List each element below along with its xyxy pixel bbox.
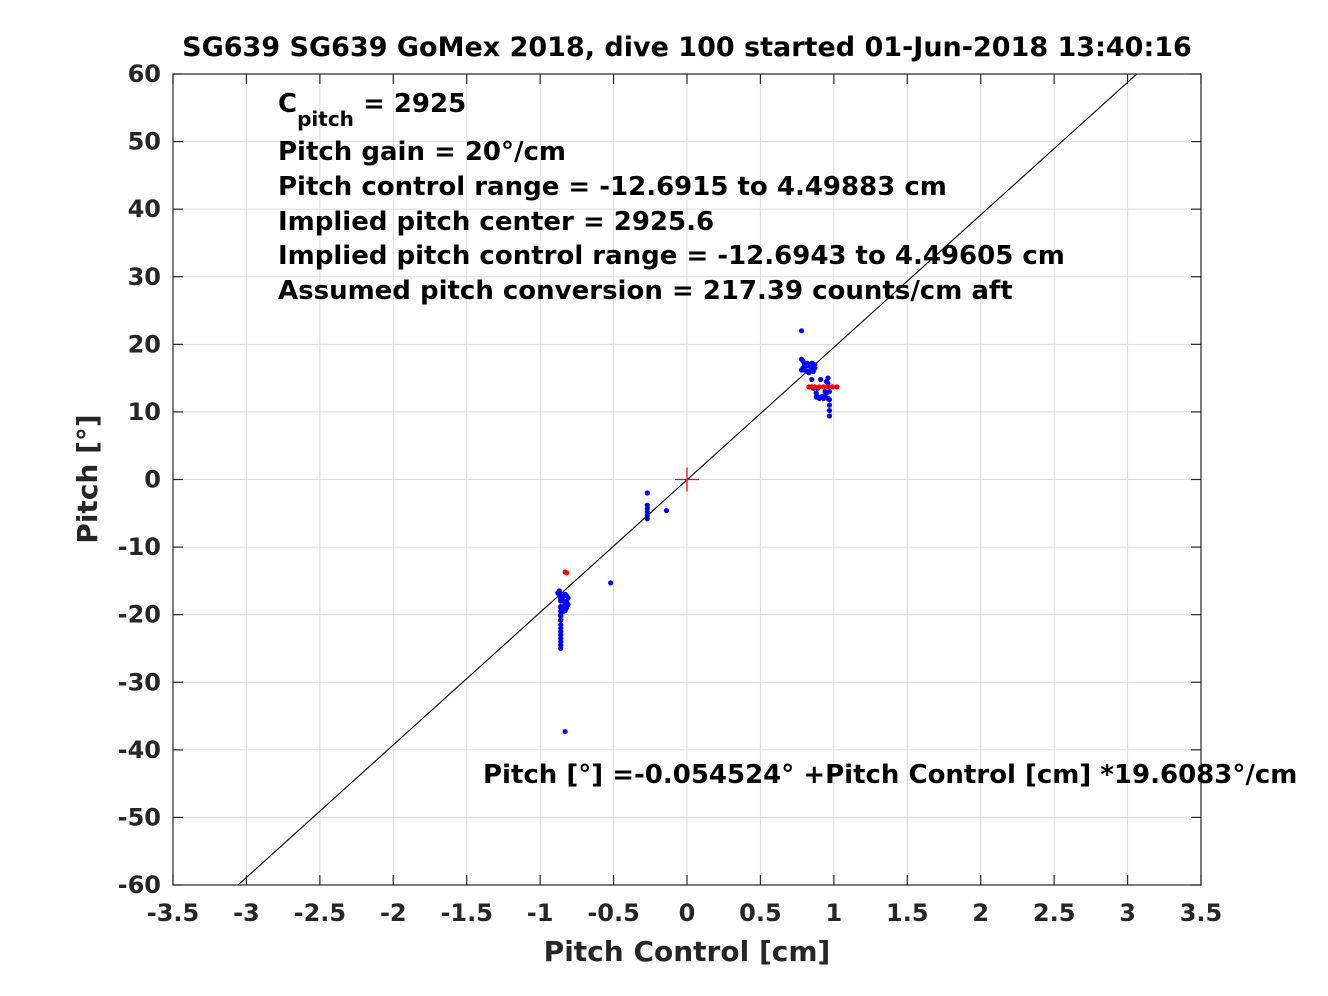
data-point-blue	[798, 328, 805, 334]
x-tick-label: -3.5	[147, 899, 199, 927]
c-pitch-value: = 2925	[354, 89, 466, 119]
x-tick-label: 3.5	[1180, 899, 1223, 927]
data-point-blue	[562, 728, 568, 735]
implied-pitch-control-range-annotation: Implied pitch control range = -12.6943 t…	[278, 241, 1065, 271]
x-tick-label: -2	[380, 899, 407, 927]
x-tick-label: -3	[233, 899, 260, 927]
data-point-blue	[565, 601, 571, 608]
center-marker-layer	[675, 467, 699, 492]
x-tick-label: -1	[527, 899, 554, 927]
y-tick-label: 0	[144, 466, 161, 494]
c-pitch-annotation: Cpitch = 2925	[278, 89, 466, 131]
y-tick-label: -50	[118, 803, 161, 831]
data-point-red	[816, 384, 822, 390]
chart-title: SG639 SG639 GoMex 2018, dive 100 started…	[182, 32, 1192, 63]
x-tick-label: 1.5	[886, 899, 929, 927]
data-point-blue	[826, 402, 833, 408]
data-points	[555, 328, 840, 735]
data-point-blue	[644, 516, 650, 522]
data-point-blue	[826, 389, 833, 395]
y-tick-label: -10	[118, 533, 161, 561]
data-point-blue	[558, 612, 564, 618]
x-tick-label: -0.5	[587, 899, 639, 927]
data-point-red	[829, 384, 835, 390]
data-point-blue	[565, 595, 571, 601]
y-tick-label: 20	[128, 330, 161, 358]
y-tick-label: -20	[118, 601, 161, 629]
y-tick-label: 10	[128, 398, 161, 426]
x-tick-label: 2	[972, 899, 989, 927]
y-tick-label: 60	[128, 60, 161, 88]
pitch-gain-annotation: Pitch gain = 20°/cm	[278, 137, 566, 167]
x-tick-label: 1	[826, 899, 843, 927]
y-axis-label: Pitch [°]	[71, 414, 104, 543]
x-tick-label: -1.5	[440, 899, 492, 927]
x-axis-label: Pitch Control [cm]	[544, 935, 831, 968]
pitch-control-range-annotation: Pitch control range = -12.6915 to 4.4988…	[278, 172, 947, 202]
fit-equation-annotation: Pitch [°] =-0.054524° +Pitch Control [cm…	[483, 760, 1297, 790]
data-point-blue	[813, 390, 819, 396]
data-point-blue	[812, 362, 818, 368]
y-tick-label: -60	[118, 871, 161, 899]
y-tick-label: 40	[128, 195, 161, 223]
y-tick-label: -40	[118, 736, 161, 764]
annotations: Cpitch = 2925 Pitch gain = 20°/cm Pitch …	[278, 89, 1297, 790]
x-tick-label: -2.5	[294, 899, 346, 927]
data-point-blue	[644, 490, 650, 496]
data-point-blue	[663, 507, 670, 514]
x-tick-label: 2.5	[1033, 899, 1076, 927]
data-point-blue	[809, 376, 815, 383]
assumed-pitch-conversion-annotation: Assumed pitch conversion = 217.39 counts…	[278, 276, 1013, 306]
c-pitch-subscript: pitch	[297, 107, 354, 131]
data-point-blue	[826, 397, 833, 403]
data-point-blue	[608, 580, 614, 586]
y-tick-label: -30	[118, 668, 161, 696]
data-point-red	[820, 384, 827, 390]
y-tick-label: 30	[128, 263, 161, 291]
data-point-blue	[825, 375, 831, 381]
data-point-red	[812, 384, 818, 390]
data-point-red	[834, 384, 840, 390]
y-tick-label: 50	[128, 128, 161, 156]
data-point-blue	[826, 407, 833, 414]
data-point-blue	[818, 376, 824, 383]
data-point-blue	[561, 608, 567, 614]
implied-pitch-center-annotation: Implied pitch center = 2925.6	[278, 207, 714, 237]
y-ticks: -60 -50 -40 -30 -20 -10 0 10 20 30 40 50 60	[118, 60, 1201, 899]
c-pitch-main: C	[278, 89, 297, 119]
x-tick-label: 3	[1119, 899, 1136, 927]
data-point-blue	[558, 617, 564, 623]
data-point-red	[825, 384, 831, 390]
data-point-red	[563, 570, 570, 576]
data-point-blue	[826, 413, 833, 419]
x-tick-label: 0.5	[739, 899, 782, 927]
data-point-blue	[558, 645, 564, 652]
x-ticks: -3.5 -3 -2.5 -2 -1.5 -1 -0.5 0 0.5 1 1.5 2 2.5 3 3.5	[147, 74, 1223, 927]
x-tick-label: 0	[679, 899, 696, 927]
